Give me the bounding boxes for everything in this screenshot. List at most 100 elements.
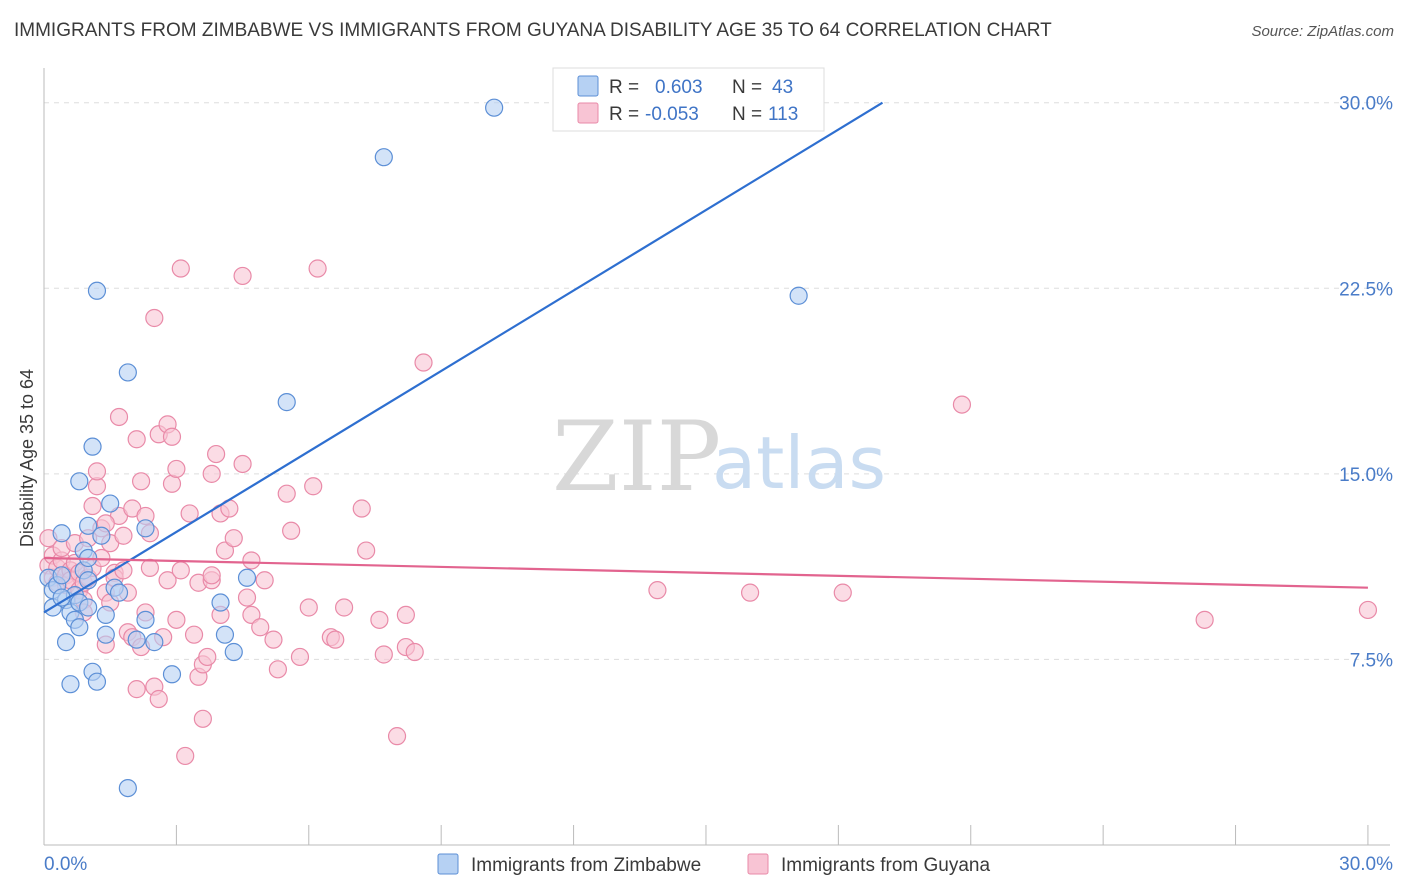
data-point <box>833 583 852 602</box>
stats-legend: R = 0.603 N = 43 R = -0.053 N = 113 <box>552 67 825 132</box>
data-point <box>352 499 371 518</box>
trend-line-guyana <box>43 556 1368 589</box>
data-point <box>101 494 120 513</box>
data-point <box>299 598 318 617</box>
data-point <box>304 477 323 496</box>
data-point <box>370 610 389 629</box>
data-point <box>167 610 186 629</box>
data-point <box>162 427 182 446</box>
data-point <box>136 519 155 538</box>
data-point <box>648 581 667 600</box>
stats-r-label-guyana: R = <box>609 104 639 125</box>
data-point <box>96 605 115 625</box>
data-point <box>79 516 98 535</box>
stats-legend-swatch-guyana <box>577 102 599 124</box>
data-point <box>387 727 407 746</box>
data-point <box>374 148 393 167</box>
data-point <box>127 430 146 449</box>
data-point <box>202 464 221 483</box>
data-point <box>176 746 195 766</box>
legend-swatch-guyana[interactable] <box>747 853 769 875</box>
stats-r-value-zimbabwe: 0.603 <box>655 77 703 98</box>
data-point <box>1358 600 1378 620</box>
y-tick-labels: 7.5% 15.0% 22.5% 30.0% <box>1339 94 1393 672</box>
data-point <box>96 625 115 644</box>
data-point <box>789 286 808 305</box>
data-point <box>145 308 164 328</box>
stats-n-label-zimbabwe: N = <box>732 77 762 98</box>
stats-r-value-guyana: -0.053 <box>645 104 699 125</box>
data-point <box>215 541 235 560</box>
stats-legend-swatch-zimbabwe <box>577 75 599 97</box>
data-point <box>131 472 151 491</box>
y-axis-label: Disability Age 35 to 64 <box>17 369 37 547</box>
x-tick-labels: 0.0% 30.0% <box>44 854 1393 875</box>
data-point <box>485 98 504 117</box>
data-point <box>740 583 760 602</box>
data-point <box>149 689 168 709</box>
data-point <box>70 618 89 637</box>
y-tick-label: 15.0% <box>1339 465 1393 486</box>
data-point <box>202 566 221 585</box>
legend-label-guyana[interactable]: Immigrants from Guyana <box>781 855 990 876</box>
data-point <box>180 504 199 523</box>
data-point <box>83 496 102 516</box>
data-point <box>357 541 376 560</box>
data-point <box>145 633 164 652</box>
y-tick-label: 30.0% <box>1339 94 1393 115</box>
data-point <box>127 680 146 699</box>
x-tick-label: 30.0% <box>1339 854 1393 875</box>
data-point <box>233 454 252 474</box>
data-point <box>405 642 424 662</box>
data-point <box>282 521 301 540</box>
data-point <box>136 610 155 629</box>
gridlines <box>44 102 1390 660</box>
axes <box>43 68 1390 846</box>
data-point <box>52 566 71 585</box>
stats-r-label-zimbabwe: R = <box>609 77 639 98</box>
data-point <box>233 266 252 286</box>
data-point <box>158 571 177 590</box>
data-point <box>396 605 415 625</box>
data-point <box>277 393 296 412</box>
data-point <box>251 618 270 637</box>
data-point <box>326 630 345 649</box>
data-point <box>290 647 310 667</box>
data-point <box>109 583 129 602</box>
data-point <box>118 363 137 382</box>
legend-label-zimbabwe[interactable]: Immigrants from Zimbabwe <box>471 855 701 876</box>
data-point <box>277 484 296 503</box>
data-point <box>215 625 235 644</box>
data-point <box>414 353 433 372</box>
data-point <box>374 645 393 664</box>
data-point <box>952 395 972 414</box>
data-point <box>87 672 107 691</box>
data-point <box>70 472 89 491</box>
data-point <box>162 665 182 684</box>
data-point <box>140 558 160 577</box>
chart-title: IMMIGRANTS FROM ZIMBABWE VS IMMIGRANTS F… <box>14 20 1052 41</box>
data-point <box>308 259 327 278</box>
data-point <box>87 462 107 481</box>
watermark: ZIP atlas <box>552 401 886 513</box>
data-point <box>1195 610 1214 629</box>
legend-swatch-zimbabwe[interactable] <box>437 853 459 875</box>
data-point <box>198 647 217 667</box>
data-point <box>237 588 257 607</box>
data-point <box>237 568 257 587</box>
data-point <box>114 526 133 545</box>
stats-n-label-guyana: N = <box>732 104 762 125</box>
y-tick-label: 22.5% <box>1339 279 1393 300</box>
stats-n-value-zimbabwe: 43 <box>772 77 793 98</box>
source-credit: Source: ZipAtlas.com <box>1251 23 1394 40</box>
data-point <box>87 281 107 300</box>
data-point <box>242 551 261 570</box>
data-point <box>255 571 274 590</box>
data-point <box>211 593 230 612</box>
data-point <box>56 633 76 652</box>
trend-line-zimbabwe <box>43 101 884 614</box>
data-point <box>109 407 129 427</box>
data-point <box>127 630 146 649</box>
y-tick-label: 7.5% <box>1350 650 1393 671</box>
